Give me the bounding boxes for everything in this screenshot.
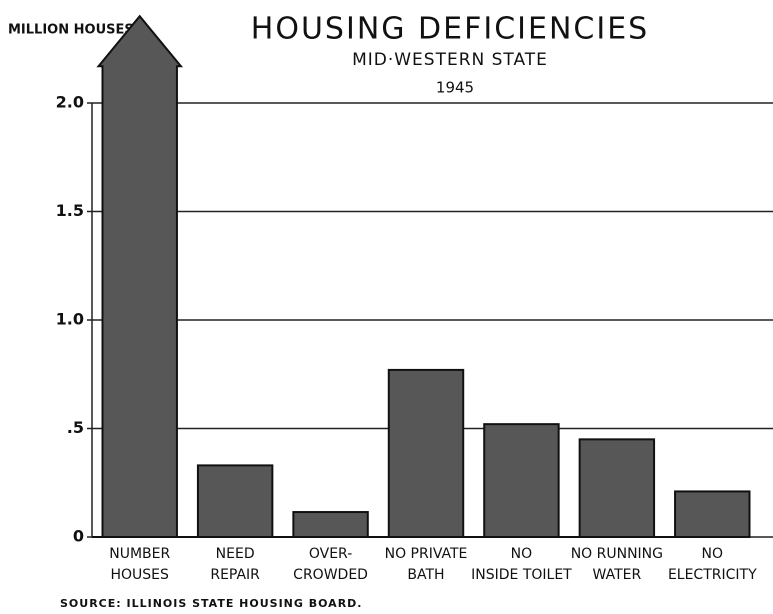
x-tick-label: BATH [407,567,444,583]
x-tick-label: OVER- [309,546,352,562]
year-label: 1945 [436,79,474,97]
x-tick-label: INSIDE TOILET [471,567,572,583]
y-tick-label: 1.5 [56,201,84,220]
x-tick-label: ELECTRICITY [668,567,757,583]
x-tick-label: WATER [593,567,642,583]
x-tick-label: CROWDED [293,567,368,583]
x-tick-label: NO PRIVATE [385,546,468,562]
x-tick-label: REPAIR [210,567,260,583]
source-note: SOURCE: ILLINOIS STATE HOUSING BOARD. [60,597,362,610]
bar [580,439,654,537]
bar [198,465,272,537]
y-tick-label: .5 [67,418,84,437]
chart-title: HOUSING DEFICIENCIES [251,12,649,47]
y-tick-label: 0 [73,527,84,546]
x-tick-label: NEED [216,546,255,562]
chart: HOUSING DEFICIENCIES MID·WESTERN STATE 1… [0,0,773,614]
bar [98,16,180,537]
y-axis-label: MILLION HOUSES [8,23,134,38]
bar [675,491,749,537]
bar [293,512,367,537]
y-tick-label: 2.0 [56,93,84,112]
x-tick-label: NO [511,546,533,562]
bar [389,370,463,537]
y-tick-label: 1.0 [56,310,84,329]
bar [484,424,558,537]
x-tick-label: NO RUNNING [571,546,663,562]
x-tick-label: NO [702,546,724,562]
x-tick-label: HOUSES [111,567,170,583]
chart-subtitle: MID·WESTERN STATE [352,50,548,70]
x-tick-label: NUMBER [109,546,170,562]
